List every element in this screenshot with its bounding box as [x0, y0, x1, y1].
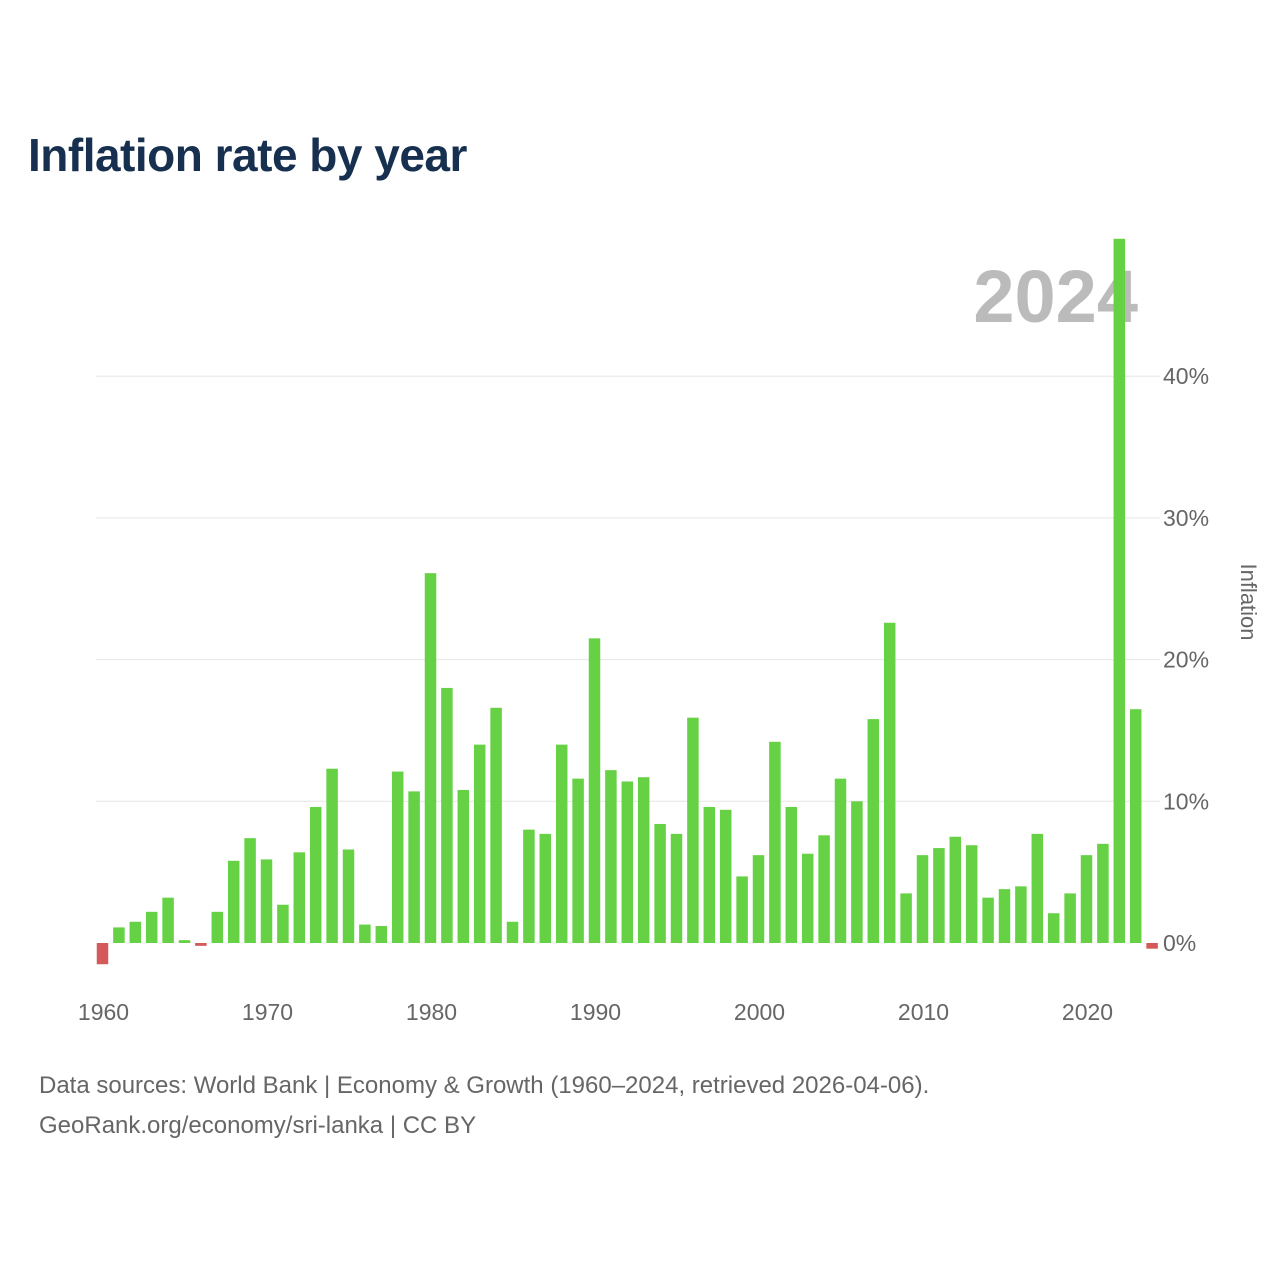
year-label-layer: 2024: [973, 255, 1138, 338]
data-sources-text: Data sources: World Bank | Economy & Gro…: [39, 1072, 930, 1099]
bar-1989: [572, 778, 584, 943]
bar-1961: [113, 927, 125, 943]
bar-1995: [670, 833, 683, 943]
bar-1997: [703, 806, 716, 943]
y-tick-label: 0%: [1163, 930, 1196, 956]
bar-1992: [621, 781, 634, 943]
bar-1993: [637, 777, 650, 943]
x-tick-label: 2020: [1062, 999, 1113, 1025]
bar-1969: [244, 838, 256, 943]
bar-2018: [1047, 913, 1060, 943]
bar-1998: [719, 809, 732, 943]
bar-1963: [145, 911, 158, 943]
bar-2022: [1113, 238, 1126, 943]
bar-1973: [309, 806, 322, 943]
bars: [96, 238, 1158, 965]
source-link-text[interactable]: GeoRank.org/economy/sri-lanka | CC BY: [39, 1112, 477, 1139]
bar-1976: [359, 924, 371, 943]
bar-1960: [96, 943, 109, 965]
bar-2008: [883, 622, 896, 943]
bar-2014: [982, 897, 994, 943]
bar-1979: [408, 791, 420, 943]
bar-2006: [851, 801, 863, 943]
bar-2023: [1129, 709, 1142, 943]
bar-1982: [457, 789, 470, 943]
bar-1994: [654, 823, 666, 943]
bar-1990: [588, 638, 601, 943]
x-tick-label: 1980: [406, 999, 457, 1025]
bar-1962: [129, 921, 142, 943]
grid-lines: [96, 375, 1160, 802]
y-tick-label: 10%: [1163, 788, 1209, 814]
y-tick-label: 40%: [1163, 363, 1209, 389]
bar-1974: [326, 768, 338, 943]
bar-2002: [785, 806, 798, 943]
bar-1972: [293, 852, 306, 943]
x-tick-label: 2000: [734, 999, 785, 1025]
bar-2024: [1146, 943, 1158, 949]
bar-2021: [1097, 843, 1109, 943]
bar-2020: [1080, 855, 1093, 943]
bar-2012: [949, 836, 962, 943]
bar-1967: [211, 911, 224, 943]
bar-2010: [916, 855, 929, 943]
bar-1975: [342, 849, 355, 943]
y-tick-label: 20%: [1163, 647, 1209, 673]
axis-labels: Inflation: [1236, 563, 1261, 640]
bar-1985: [506, 921, 519, 943]
bar-1965: [178, 940, 191, 943]
bar-2013: [965, 845, 978, 943]
bar-2019: [1064, 893, 1076, 943]
bar-2004: [818, 835, 830, 943]
bar-2011: [933, 848, 945, 943]
bar-1996: [687, 717, 699, 943]
bar-1964: [162, 897, 174, 943]
y-axis-ticks: 0% 10% 20% 30% 40%: [1163, 363, 1209, 956]
bar-2017: [1031, 833, 1044, 943]
bar-2009: [900, 893, 912, 943]
x-tick-label: 1970: [242, 999, 293, 1025]
bar-1988: [555, 744, 568, 943]
bar-1991: [605, 770, 617, 943]
bar-2016: [1015, 886, 1027, 943]
x-tick-label: 1990: [570, 999, 621, 1025]
bar-1999: [736, 876, 748, 943]
bar-1966: [195, 943, 207, 946]
bar-1968: [227, 860, 240, 943]
x-tick-label: 2010: [898, 999, 949, 1025]
bar-1971: [277, 904, 289, 943]
bar-1986: [523, 829, 535, 943]
bar-2001: [769, 741, 781, 943]
footer: Data sources: World Bank | Economy & Gro…: [39, 1066, 929, 1146]
page-title: Inflation rate by year: [28, 129, 467, 181]
bar-2007: [867, 719, 880, 943]
bar-1987: [539, 833, 552, 943]
bar-1981: [441, 687, 453, 943]
bar-2015: [998, 889, 1011, 943]
bar-2005: [834, 778, 847, 943]
bar-2000: [752, 855, 765, 943]
bar-1984: [490, 707, 502, 943]
bar-1980: [424, 573, 437, 943]
bar-1983: [473, 744, 486, 943]
bar-1970: [260, 859, 273, 943]
y-tick-label: 30%: [1163, 505, 1209, 531]
y-axis-label: Inflation: [1236, 563, 1261, 640]
bar-1978: [391, 771, 404, 943]
current-year-label: 2024: [973, 255, 1138, 338]
bar-2003: [801, 853, 814, 943]
bar-1977: [375, 926, 388, 943]
x-axis-ticks: 1960 1970 1980 1990 2000 2010 2020: [78, 999, 1113, 1025]
x-tick-label: 1960: [78, 999, 129, 1025]
